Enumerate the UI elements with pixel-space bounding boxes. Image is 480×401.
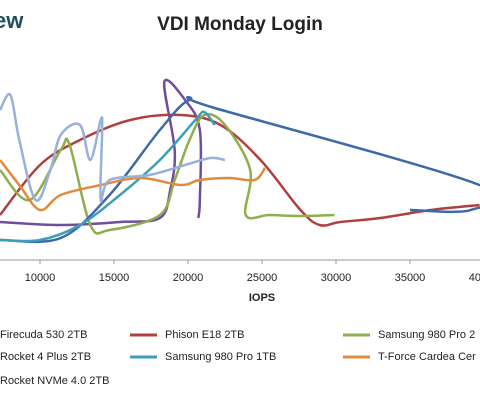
x-tick-label: 30000: [321, 272, 352, 284]
x-tick-label: 15000: [99, 272, 130, 284]
x-tick-label: 35000: [395, 272, 426, 284]
series-line: [0, 113, 480, 227]
chart-title: VDI Monday Login: [157, 14, 323, 35]
legend-label: Phison E18 2TB: [165, 329, 245, 341]
series-line: [0, 78, 203, 227]
x-axis-label: IOPS: [249, 292, 275, 304]
legend-label: Samsung 980 Pro 1TB: [165, 351, 276, 363]
x-tick-label: 40000: [469, 272, 480, 284]
legend-label: Rocket 4 Plus 2TB: [0, 351, 91, 363]
series-line: [0, 112, 335, 235]
x-tick-label: 20000: [173, 272, 204, 284]
legend-label: Samsung 980 Pro 2: [378, 329, 475, 341]
series-line: [0, 92, 226, 203]
logo: ew: [0, 8, 24, 33]
legend-label: T-Force Cardea Cer: [378, 351, 476, 363]
x-tick-label: 10000: [25, 272, 56, 284]
x-tick-label: 25000: [247, 272, 278, 284]
legend-label: Rocket NVMe 4.0 2TB: [0, 375, 109, 387]
series-line: [0, 95, 480, 244]
legend-label: Firecuda 530 2TB: [0, 329, 87, 341]
series-line: [0, 159, 266, 212]
